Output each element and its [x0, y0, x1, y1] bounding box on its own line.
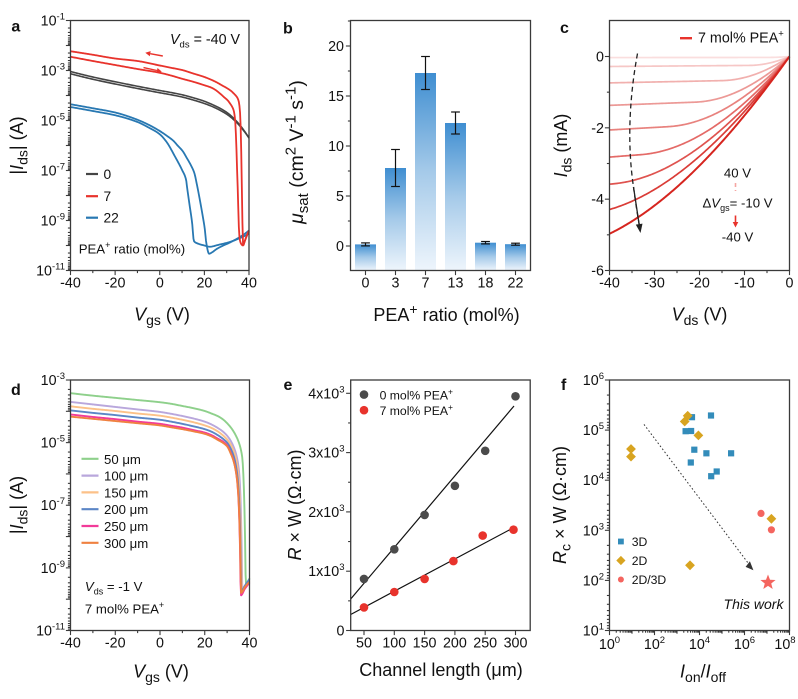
- svg-text:7: 7: [422, 276, 430, 292]
- svg-text:105: 105: [583, 421, 604, 439]
- svg-text:-40: -40: [60, 276, 81, 292]
- svg-text:e: e: [284, 377, 293, 394]
- svg-text:f: f: [561, 377, 567, 394]
- svg-text:Ids (mA): Ids (mA): [551, 114, 575, 178]
- svg-text:c: c: [560, 20, 569, 37]
- svg-text:22: 22: [104, 211, 119, 226]
- svg-text:15: 15: [328, 89, 344, 105]
- svg-text:200 μm: 200 μm: [104, 502, 148, 517]
- svg-text:10: 10: [328, 139, 344, 155]
- svg-text:5: 5: [336, 189, 344, 205]
- svg-text:106: 106: [734, 635, 755, 653]
- svg-text:0: 0: [596, 50, 604, 66]
- svg-text:0: 0: [156, 276, 164, 292]
- svg-text:2D: 2D: [632, 554, 648, 568]
- svg-text:-20: -20: [105, 636, 126, 652]
- svg-text:7 mol% PEA+: 7 mol% PEA+: [698, 29, 784, 47]
- svg-text:-10: -10: [734, 276, 755, 292]
- svg-text:0: 0: [104, 167, 112, 182]
- svg-text:100 μm: 100 μm: [104, 469, 148, 484]
- svg-text:102: 102: [583, 571, 604, 589]
- svg-text:150: 150: [413, 636, 437, 652]
- svg-text:3x103: 3x103: [308, 444, 344, 462]
- svg-text:22: 22: [508, 276, 524, 292]
- svg-text:Vds (V): Vds (V): [672, 305, 728, 329]
- svg-text:2x103: 2x103: [308, 503, 344, 521]
- svg-text:50 μm: 50 μm: [104, 452, 141, 467]
- svg-text:20: 20: [196, 276, 212, 292]
- svg-text:104: 104: [689, 635, 710, 653]
- svg-text:104: 104: [583, 471, 604, 489]
- svg-text:0 mol% PEA+: 0 mol% PEA+: [380, 386, 453, 402]
- svg-text:0: 0: [337, 624, 345, 640]
- svg-text:18: 18: [478, 276, 494, 292]
- svg-text:250 μm: 250 μm: [104, 519, 148, 534]
- svg-text:Channel length (μm): Channel length (μm): [359, 660, 522, 680]
- svg-text:|Ids| (A): |Ids| (A): [7, 116, 31, 174]
- svg-text:Vds = -1 V: Vds = -1 V: [85, 579, 143, 597]
- svg-text:ΔVgs= -10 V: ΔVgs= -10 V: [702, 196, 772, 214]
- svg-text:-40: -40: [60, 636, 81, 652]
- svg-text:4x103: 4x103: [308, 384, 344, 402]
- svg-text:300 μm: 300 μm: [104, 536, 148, 551]
- svg-text:102: 102: [644, 635, 665, 653]
- svg-text:Ion/Ioff: Ion/Ioff: [680, 662, 726, 686]
- svg-text:0: 0: [336, 239, 344, 255]
- svg-text:106: 106: [583, 371, 604, 389]
- svg-text:-20: -20: [689, 276, 710, 292]
- svg-text:1x103: 1x103: [308, 562, 344, 580]
- svg-text:|Ids| (A): |Ids| (A): [7, 476, 31, 534]
- svg-text:PEA+ ratio (mol%): PEA+ ratio (mol%): [79, 240, 185, 257]
- svg-text:50: 50: [356, 636, 372, 652]
- svg-text:103: 103: [583, 521, 604, 539]
- svg-text:2D/3D: 2D/3D: [632, 573, 667, 587]
- svg-text:100: 100: [382, 636, 406, 652]
- svg-text:This work: This work: [724, 596, 785, 612]
- svg-text:20: 20: [328, 39, 344, 55]
- svg-text:-40: -40: [599, 276, 620, 292]
- svg-text:40: 40: [242, 636, 258, 652]
- svg-text:100: 100: [599, 635, 620, 653]
- svg-text:13: 13: [448, 276, 464, 292]
- svg-text:-40 V: -40 V: [722, 230, 754, 245]
- svg-text:0: 0: [362, 276, 370, 292]
- svg-text:-2: -2: [591, 121, 604, 137]
- svg-text:40 V: 40 V: [724, 166, 751, 181]
- svg-text:7 mol% PEA+: 7 mol% PEA+: [380, 402, 453, 418]
- svg-text:Vds = -40 V: Vds = -40 V: [170, 32, 241, 51]
- svg-text:Vgs (V): Vgs (V): [133, 662, 189, 686]
- svg-text:-30: -30: [644, 276, 665, 292]
- svg-text:20: 20: [197, 636, 213, 652]
- svg-text:3D: 3D: [632, 535, 648, 549]
- svg-text:Vgs (V): Vgs (V): [134, 305, 190, 329]
- svg-text:Rc × W (Ω·cm): Rc × W (Ω·cm): [550, 446, 574, 564]
- svg-text:7 mol% PEA+: 7 mol% PEA+: [85, 600, 164, 617]
- svg-text:b: b: [283, 21, 293, 38]
- svg-text:40: 40: [241, 276, 257, 292]
- svg-text:0: 0: [156, 636, 164, 652]
- svg-text:R × W (Ω·cm): R × W (Ω·cm): [285, 450, 305, 561]
- svg-text:7: 7: [104, 189, 112, 204]
- svg-text:-4: -4: [591, 192, 604, 208]
- svg-text:PEA+ ratio (mol%): PEA+ ratio (mol%): [373, 301, 519, 325]
- svg-text:a: a: [11, 19, 20, 36]
- svg-text:0: 0: [786, 276, 794, 292]
- svg-text:-20: -20: [105, 276, 126, 292]
- svg-text:200: 200: [443, 636, 467, 652]
- svg-text:μsat (cm2 V-1 s-1): μsat (cm2 V-1 s-1): [283, 80, 313, 225]
- svg-text:250: 250: [473, 636, 497, 652]
- svg-text:108: 108: [774, 635, 795, 653]
- svg-text:101: 101: [583, 622, 604, 640]
- svg-text:300: 300: [504, 636, 528, 652]
- svg-text:d: d: [11, 382, 21, 399]
- svg-text:-6: -6: [591, 264, 604, 280]
- svg-text:3: 3: [392, 276, 400, 292]
- svg-text:150 μm: 150 μm: [104, 485, 148, 500]
